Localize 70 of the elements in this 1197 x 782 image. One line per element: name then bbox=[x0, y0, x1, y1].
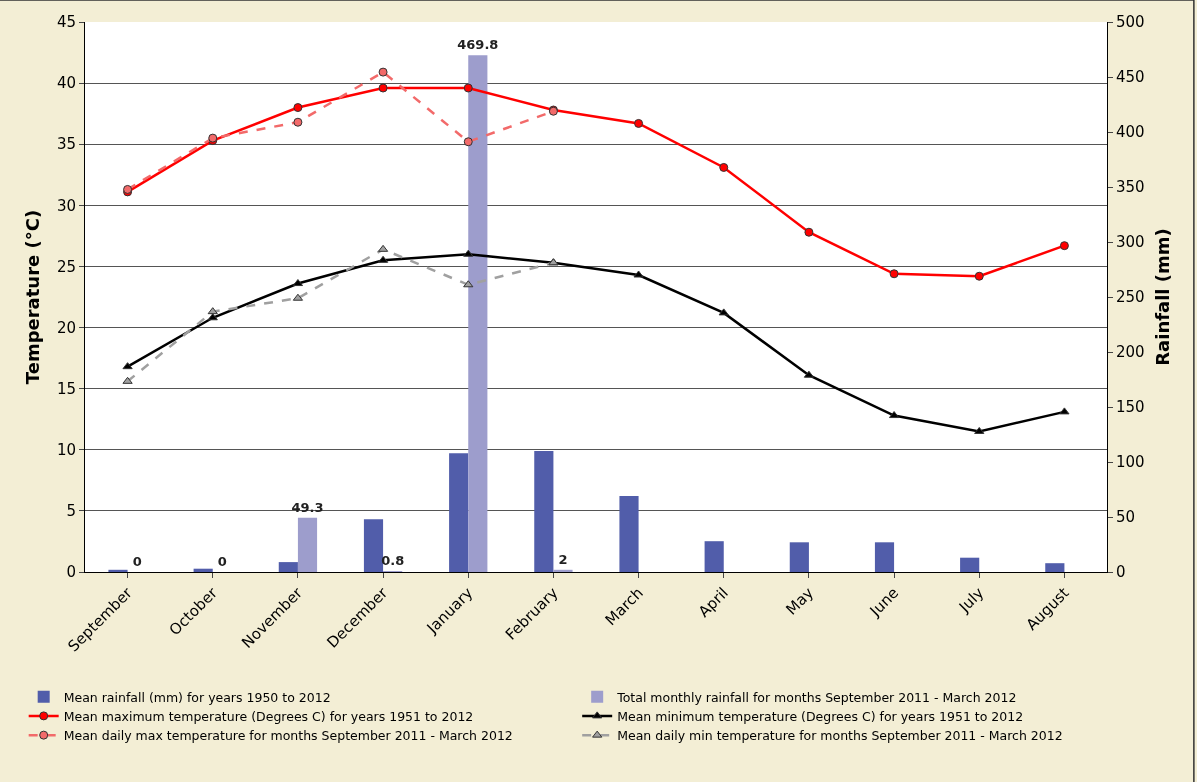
legend-label: Mean minimum temperature (Degrees C) for years 1951 to 2012 bbox=[617, 708, 1024, 724]
y-tick-label: 10 bbox=[56, 441, 76, 460]
bar bbox=[789, 542, 809, 572]
legend-label: Total monthly rainfall for months September 2011 - March 2012 bbox=[616, 689, 1017, 705]
legend-label: Mean daily max temperature for months September 2011 - March 2012 bbox=[63, 728, 513, 743]
bar bbox=[874, 542, 895, 572]
bar bbox=[619, 496, 639, 572]
point bbox=[718, 308, 729, 316]
point bbox=[378, 83, 388, 93]
y-tick-label: 15 bbox=[56, 379, 76, 398]
y2-tick-label: 400 bbox=[1116, 123, 1145, 142]
bar bbox=[960, 557, 980, 572]
point bbox=[293, 117, 303, 127]
y-axis-title: Temperature (°C) bbox=[22, 209, 44, 385]
y-tick-label: 35 bbox=[56, 135, 76, 154]
point bbox=[463, 137, 473, 147]
y-tick-label: 25 bbox=[56, 257, 76, 276]
y-tick-label: 0 bbox=[66, 563, 76, 582]
y2-tick-label: 50 bbox=[1116, 508, 1136, 527]
bar bbox=[108, 569, 128, 572]
y2-tick-label: 200 bbox=[1116, 343, 1145, 362]
y2-tick-label: 350 bbox=[1116, 178, 1145, 197]
y2-tick-label: 0 bbox=[1116, 563, 1126, 582]
y-tick-label: 20 bbox=[56, 318, 76, 337]
point bbox=[974, 426, 985, 434]
point bbox=[293, 103, 303, 113]
y-tick-label: 5 bbox=[66, 502, 76, 521]
bar bbox=[553, 569, 573, 572]
point bbox=[122, 362, 133, 370]
bar bbox=[363, 519, 384, 572]
point bbox=[1059, 241, 1069, 251]
y2-tick-label: 300 bbox=[1116, 233, 1145, 252]
y2-tick-label: 150 bbox=[1116, 398, 1145, 417]
data-label: 469.8 bbox=[457, 37, 499, 53]
y-tick-label: 30 bbox=[56, 196, 76, 215]
point bbox=[207, 307, 218, 315]
y2-axis-title: Rainfall (mm) bbox=[1151, 228, 1173, 366]
data-label: 0 bbox=[217, 554, 227, 569]
point bbox=[463, 280, 474, 288]
point bbox=[122, 376, 133, 384]
point bbox=[463, 249, 474, 257]
point bbox=[804, 227, 814, 237]
y2-tick-label: 500 bbox=[1116, 13, 1145, 32]
point bbox=[1059, 407, 1070, 415]
bar bbox=[297, 517, 318, 572]
legend-label: Mean rainfall (mm) for years 1950 to 2012 bbox=[63, 689, 331, 705]
bar bbox=[193, 568, 213, 572]
point bbox=[974, 271, 984, 281]
y2-tick-label: 100 bbox=[1116, 453, 1145, 472]
point bbox=[634, 118, 644, 128]
y-tick-label: 40 bbox=[56, 74, 76, 93]
bar bbox=[704, 541, 724, 572]
y-tick-label: 45 bbox=[56, 13, 76, 32]
bar bbox=[1045, 563, 1065, 572]
bar bbox=[278, 562, 298, 572]
y2-tick-label: 450 bbox=[1116, 68, 1145, 87]
bar bbox=[534, 451, 554, 572]
point bbox=[463, 83, 473, 93]
bar bbox=[468, 55, 488, 572]
data-label: 0 bbox=[132, 554, 142, 569]
point bbox=[207, 313, 218, 321]
bar bbox=[449, 453, 469, 572]
point bbox=[889, 269, 899, 279]
y2-tick-label: 250 bbox=[1116, 288, 1145, 307]
point bbox=[378, 67, 388, 77]
data-label: 2 bbox=[558, 551, 568, 567]
point bbox=[633, 270, 644, 278]
legend-label: Mean daily min temperature for months September 2011 - March 2012 bbox=[617, 728, 1063, 743]
point bbox=[719, 162, 729, 172]
legend-label: Mean maximum temperature (Degrees C) for years 1951 to 2012 bbox=[63, 708, 474, 724]
